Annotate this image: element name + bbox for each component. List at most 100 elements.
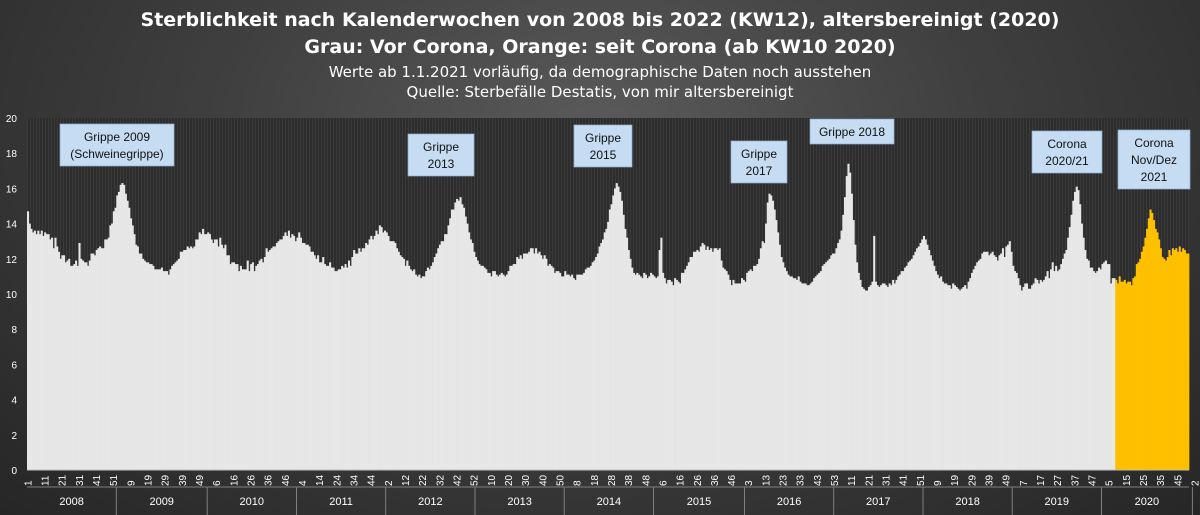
bar <box>747 271 750 470</box>
x-week-label: 9 <box>933 480 944 486</box>
bar <box>181 251 184 470</box>
bar <box>349 265 352 470</box>
bar <box>1039 279 1042 470</box>
bar <box>373 235 376 470</box>
bar <box>421 276 424 470</box>
bar <box>684 269 687 470</box>
bar <box>936 274 939 470</box>
bar <box>643 272 646 470</box>
bar <box>87 265 90 470</box>
bar <box>258 260 261 470</box>
bar <box>449 218 452 470</box>
bar <box>159 269 162 470</box>
bar <box>933 265 936 470</box>
bar <box>893 283 896 470</box>
bar <box>502 274 505 470</box>
bar <box>656 276 659 470</box>
bar <box>99 246 102 470</box>
annotation-text: 2020/21 <box>1045 154 1089 168</box>
bar <box>821 265 824 470</box>
bar <box>1106 264 1109 470</box>
bar <box>658 250 661 470</box>
bar <box>243 269 246 470</box>
bar <box>974 265 977 470</box>
annotation-box <box>809 118 895 145</box>
bar <box>64 262 67 470</box>
bar <box>416 276 419 470</box>
bar <box>723 269 726 470</box>
bar <box>1175 248 1178 470</box>
bar <box>945 283 948 470</box>
bar <box>845 176 848 470</box>
bar <box>993 255 996 470</box>
bar <box>593 260 596 470</box>
bar <box>344 264 347 470</box>
bar <box>1044 276 1047 470</box>
bar <box>835 248 838 470</box>
bar <box>780 257 783 470</box>
bar <box>663 278 666 470</box>
bar <box>819 271 823 470</box>
bar <box>174 262 177 470</box>
bar <box>782 262 785 470</box>
bar <box>1036 279 1039 470</box>
bar <box>581 274 584 470</box>
y-tick-label: 12 <box>6 255 18 266</box>
x-week-label: 19 <box>144 474 155 486</box>
bar <box>238 271 241 470</box>
bar <box>1080 223 1083 470</box>
bar <box>710 248 713 470</box>
bar <box>579 274 582 470</box>
bar <box>154 269 157 470</box>
bar <box>763 242 766 470</box>
bar <box>888 283 891 470</box>
bar <box>239 265 242 470</box>
year-label: 2020 <box>1135 496 1159 508</box>
bar <box>265 248 268 470</box>
bar <box>1008 241 1011 470</box>
bar <box>892 279 895 470</box>
bar <box>699 246 702 470</box>
annotation-text: 2013 <box>428 157 455 171</box>
bar <box>155 269 158 470</box>
bar <box>1007 244 1010 470</box>
bar <box>495 274 498 470</box>
bar <box>35 234 38 470</box>
year-label: 2009 <box>149 496 173 508</box>
bar <box>667 279 670 470</box>
x-week-label: 22 <box>418 474 429 486</box>
bar <box>27 211 30 470</box>
bar <box>1103 262 1106 470</box>
bar <box>1055 265 1058 470</box>
bar <box>190 246 193 470</box>
annotation-text: Grippe 2009 <box>84 130 150 144</box>
bar <box>68 258 71 470</box>
bar <box>665 283 668 470</box>
bar <box>389 241 392 470</box>
bar <box>378 225 381 470</box>
bar <box>222 248 225 470</box>
bar <box>497 276 500 470</box>
bar <box>129 218 133 470</box>
bar <box>955 286 958 470</box>
bar <box>112 211 115 470</box>
x-week-label: 26 <box>247 474 258 486</box>
bar <box>1144 237 1147 470</box>
bar <box>404 265 407 470</box>
bar <box>1043 279 1046 470</box>
bar <box>162 271 165 470</box>
bar <box>644 274 647 470</box>
x-week-label: 6 <box>212 480 223 486</box>
bar <box>293 235 296 470</box>
bar <box>473 251 476 470</box>
bar <box>1024 283 1027 470</box>
bar <box>650 272 653 470</box>
bar <box>28 223 31 470</box>
x-week-label: 2 <box>1191 480 1200 486</box>
bar <box>1053 271 1056 470</box>
bar <box>210 239 213 470</box>
bar <box>620 200 623 470</box>
bar <box>423 276 426 470</box>
bar <box>512 264 515 470</box>
bar <box>898 274 901 470</box>
